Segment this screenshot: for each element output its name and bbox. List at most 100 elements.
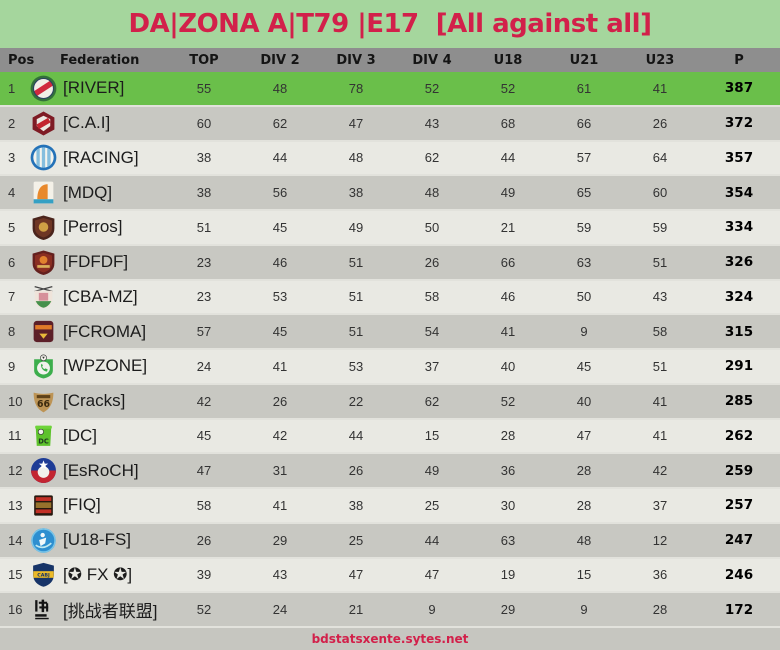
stat-u18: 52 — [500, 393, 516, 409]
river-crest-icon — [26, 75, 60, 102]
stat-div4: 26 — [424, 254, 440, 270]
position-value: 1 — [8, 80, 16, 96]
stat-div4: 54 — [424, 324, 440, 340]
stat-div4: 43 — [424, 115, 440, 131]
stat-div2: 56 — [272, 185, 288, 201]
federation-name: [RIVER] — [63, 78, 125, 98]
stat-points: 326 — [724, 254, 754, 271]
stat-div2: 29 — [272, 532, 288, 548]
stat-div4: 58 — [424, 289, 440, 305]
stat-div3: 51 — [348, 289, 364, 305]
stat-points: 324 — [724, 288, 754, 305]
stat-u23: 59 — [652, 219, 668, 235]
stat-top: 23 — [196, 254, 212, 270]
position-value: 3 — [8, 150, 16, 166]
stat-points: 387 — [724, 80, 754, 97]
federation-name: [挑战者联盟] — [63, 602, 158, 622]
federation-name: [RACING] — [63, 147, 139, 167]
header-div4: DIV 4 — [412, 52, 452, 68]
stat-u23: 60 — [652, 185, 668, 201]
stat-div2: 53 — [272, 289, 288, 305]
stat-div3: 38 — [348, 185, 364, 201]
stat-points: 259 — [724, 462, 754, 479]
position-value: 15 — [8, 567, 23, 583]
table-row: 1 [RIVER] 55 48 78 52 52 61 41 387 — [0, 72, 780, 107]
table-row: 3 [RACING] 38 44 48 62 44 57 64 357 — [0, 141, 780, 177]
position-value: 11 — [8, 428, 22, 444]
stat-u23: 12 — [652, 532, 668, 548]
table-row: 6 [FDFDF] 23 46 51 26 66 63 51 326 — [0, 245, 780, 281]
header-points: P — [734, 52, 744, 68]
stat-u18: 68 — [500, 115, 516, 131]
stat-u23: 41 — [652, 393, 668, 409]
stat-div4: 50 — [424, 219, 440, 235]
esroch-crest-icon — [26, 457, 60, 484]
stat-top: 39 — [196, 567, 212, 583]
svg-text:DC: DC — [38, 438, 49, 446]
stat-points: 285 — [724, 393, 754, 410]
stat-points: 262 — [724, 427, 754, 444]
u18-fs-crest-icon — [26, 527, 60, 554]
stat-div2: 41 — [272, 358, 288, 374]
table-row: 10 66 [Cracks] 42 26 22 62 52 40 41 285 — [0, 384, 780, 420]
stat-u21: 63 — [576, 254, 592, 270]
header-federation: Federation — [60, 52, 140, 68]
stat-u21: 65 — [576, 185, 592, 201]
position-value: 10 — [8, 393, 23, 409]
position-value: 6 — [8, 254, 16, 270]
table-row: 12 [EsRoCH] 47 31 26 49 36 28 42 259 — [0, 454, 780, 489]
position-value: 9 — [8, 358, 16, 374]
stat-points: 372 — [724, 115, 754, 132]
stat-u21: 47 — [576, 428, 592, 444]
stat-div4: 48 — [424, 185, 440, 201]
stat-u18: 36 — [500, 463, 516, 479]
stat-div4: 25 — [424, 497, 440, 513]
position-value: 16 — [8, 602, 23, 618]
stat-top: 26 — [196, 532, 212, 548]
stat-u21: 28 — [576, 497, 592, 513]
stat-div2: 45 — [272, 219, 288, 235]
table-header: Pos Federation TOP DIV 2 DIV 3 DIV 4 U18… — [0, 48, 780, 72]
header-pos: Pos — [8, 52, 35, 68]
position-value: 5 — [8, 219, 16, 235]
table-row: 9 [WPZONE] 24 41 53 37 40 45 51 291 — [0, 350, 780, 385]
stat-div3: 51 — [348, 254, 364, 270]
challengers-crest-icon — [26, 596, 60, 623]
federation-name: [MDQ] — [63, 182, 113, 202]
stat-top: 55 — [196, 80, 212, 96]
stat-u21: 15 — [576, 567, 592, 583]
stat-div4: 47 — [424, 567, 440, 583]
perros-crest-icon — [26, 214, 60, 241]
title-bar: DA|ZONA A|T79 |E17 [All against all] — [0, 0, 780, 48]
table-row: 5 [Perros] 51 45 49 50 21 59 59 334 — [0, 211, 780, 246]
stat-u18: 52 — [500, 80, 516, 96]
stat-u18: 46 — [500, 289, 516, 305]
stat-u23: 51 — [652, 254, 668, 270]
federation-name: [CBA-MZ] — [63, 286, 138, 306]
stat-div3: 21 — [348, 602, 364, 618]
fiq-crest-icon — [26, 492, 60, 519]
footer-link[interactable]: bdstatsxente.sytes.net — [311, 632, 469, 646]
table-row: 8 [FCROMA] 57 45 51 54 41 9 58 315 — [0, 315, 780, 350]
position-value: 2 — [8, 115, 16, 131]
stat-div3: 51 — [348, 324, 364, 340]
header-u21: U21 — [569, 52, 599, 68]
stat-points: 357 — [724, 149, 754, 166]
stat-div2: 24 — [272, 602, 288, 618]
cai-crest-icon — [26, 110, 60, 137]
stat-u18: 19 — [500, 567, 516, 583]
stat-div3: 78 — [348, 80, 364, 96]
stat-div2: 42 — [272, 428, 288, 444]
stat-u23: 26 — [652, 115, 668, 131]
stat-div2: 44 — [272, 150, 288, 166]
stat-div2: 48 — [272, 80, 288, 96]
stat-div4: 44 — [424, 532, 440, 548]
table-row: 2 [C.A.I] 60 62 47 43 68 66 26 372 — [0, 106, 780, 142]
stat-u18: 29 — [500, 602, 516, 618]
stat-div4: 62 — [424, 150, 440, 166]
stat-u18: 66 — [500, 254, 516, 270]
stat-div2: 43 — [272, 567, 288, 583]
federation-name: [C.A.I] — [63, 113, 111, 133]
stat-u23: 28 — [652, 602, 668, 618]
svg-text:CABJ: CABJ — [37, 573, 50, 579]
